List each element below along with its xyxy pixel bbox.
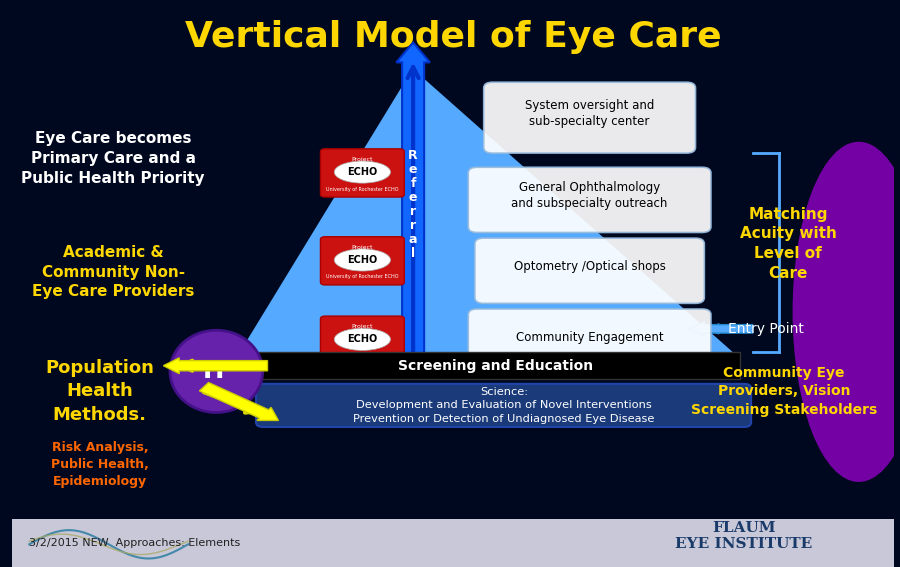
FancyArrow shape: [396, 43, 430, 360]
Ellipse shape: [334, 249, 391, 271]
FancyArrow shape: [200, 383, 278, 421]
Text: ECHO: ECHO: [347, 335, 377, 344]
Text: Community Engagement: Community Engagement: [516, 331, 663, 344]
FancyBboxPatch shape: [468, 167, 711, 232]
Text: Academic &
Community Non-
Eye Care Providers: Academic & Community Non- Eye Care Provi…: [32, 245, 194, 299]
Ellipse shape: [334, 161, 391, 183]
FancyBboxPatch shape: [12, 519, 894, 567]
Text: R
e
f
e
r
r
a
l: R e f e r r a l: [409, 149, 418, 260]
FancyBboxPatch shape: [483, 82, 696, 153]
FancyBboxPatch shape: [475, 238, 705, 303]
Text: Science:
Development and Evaluation of Novel Interventions
Prevention or Detecti: Science: Development and Evaluation of N…: [354, 387, 654, 424]
Text: Risk Analysis,
Public Health,
Epidemiology: Risk Analysis, Public Health, Epidemiolo…: [51, 442, 149, 488]
Text: Community Eye
Providers, Vision
Screening Stakeholders: Community Eye Providers, Vision Screenin…: [690, 366, 877, 417]
FancyBboxPatch shape: [250, 352, 740, 379]
FancyArrow shape: [164, 358, 267, 374]
Text: University of Rochester ECHO: University of Rochester ECHO: [326, 354, 399, 359]
Text: Project: Project: [352, 245, 374, 250]
Text: 3/2/2015 NEW  Approaches: Elements: 3/2/2015 NEW Approaches: Elements: [29, 538, 240, 548]
Text: University of Rochester ECHO: University of Rochester ECHO: [326, 274, 399, 280]
Text: Entry Point: Entry Point: [728, 322, 804, 336]
Ellipse shape: [170, 330, 263, 413]
Text: IT: IT: [203, 359, 230, 383]
Text: ECHO: ECHO: [347, 167, 377, 177]
Text: Project: Project: [352, 324, 374, 329]
FancyBboxPatch shape: [320, 316, 404, 365]
Text: System oversight and
sub-specialty center: System oversight and sub-specialty cente…: [525, 99, 654, 128]
Text: General Ophthalmology
and subspecialty outreach: General Ophthalmology and subspecialty o…: [511, 181, 668, 210]
FancyBboxPatch shape: [256, 384, 751, 427]
Text: Population
Health
Methods.: Population Health Methods.: [45, 359, 154, 424]
Text: Screening and Education: Screening and Education: [398, 359, 593, 373]
Text: University of Rochester ECHO: University of Rochester ECHO: [326, 187, 399, 192]
Text: Matching
Acuity with
Level of
Care: Matching Acuity with Level of Care: [740, 206, 837, 281]
Text: Optometry /Optical shops: Optometry /Optical shops: [514, 260, 666, 273]
Polygon shape: [237, 71, 740, 360]
Ellipse shape: [334, 328, 391, 350]
Text: FLAUM
EYE INSTITUTE: FLAUM EYE INSTITUTE: [675, 521, 813, 551]
Text: Eye Care becomes
Primary Care and a
Public Health Priority: Eye Care becomes Primary Care and a Publ…: [22, 132, 205, 186]
FancyArrow shape: [688, 322, 753, 336]
Text: ECHO: ECHO: [347, 255, 377, 265]
FancyBboxPatch shape: [320, 149, 404, 197]
FancyBboxPatch shape: [468, 309, 711, 374]
Text: Project: Project: [352, 157, 374, 162]
Text: Vertical Model of Eye Care: Vertical Model of Eye Care: [184, 20, 721, 54]
Ellipse shape: [793, 142, 900, 482]
FancyBboxPatch shape: [320, 237, 404, 285]
